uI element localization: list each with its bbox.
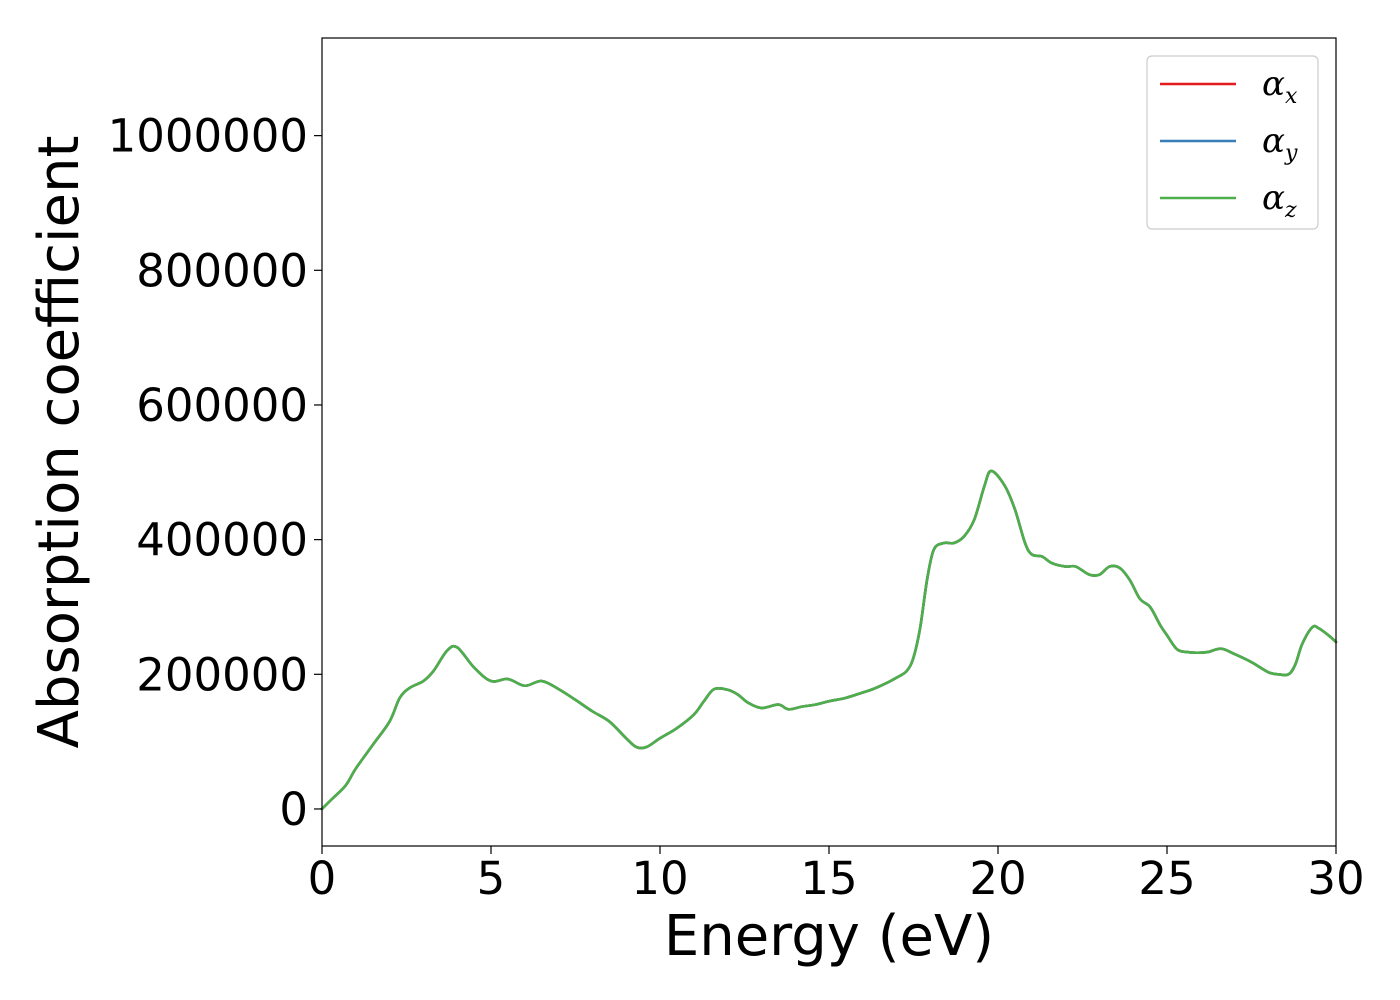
series-line-alpha-z [320, 469, 1338, 811]
x-axis-title: Energy (eV) [664, 904, 994, 969]
x-tick-label: 5 [477, 852, 506, 905]
series-layer [320, 469, 1338, 811]
y-axis: 0 200000 400000 600000 800000 1000000 [108, 110, 322, 836]
x-tick-label: 30 [1307, 852, 1364, 905]
legend-label-alpha-x: αx [1262, 64, 1298, 109]
y-tick-label: 600000 [136, 379, 308, 432]
x-tick-label: 15 [800, 852, 857, 905]
x-tick-label: 25 [1138, 852, 1195, 905]
y-tick-label: 400000 [136, 514, 308, 567]
y-axis-title: Absorption coefficient [27, 136, 92, 749]
legend: αx αy αz [1146, 55, 1319, 230]
legend-box [1146, 55, 1319, 230]
x-tick-label: 20 [969, 852, 1026, 905]
x-tick-label: 0 [308, 852, 337, 905]
legend-label-alpha-z: αz [1262, 178, 1297, 223]
legend-label-alpha-y: αy [1262, 121, 1298, 166]
y-tick-label: 1000000 [108, 110, 308, 163]
y-tick-label: 800000 [136, 244, 308, 297]
y-tick-label: 200000 [136, 648, 308, 701]
x-tick-label: 10 [631, 852, 688, 905]
y-tick-label: 0 [279, 783, 308, 836]
x-axis: 0 5 10 15 20 25 30 [308, 846, 1365, 905]
